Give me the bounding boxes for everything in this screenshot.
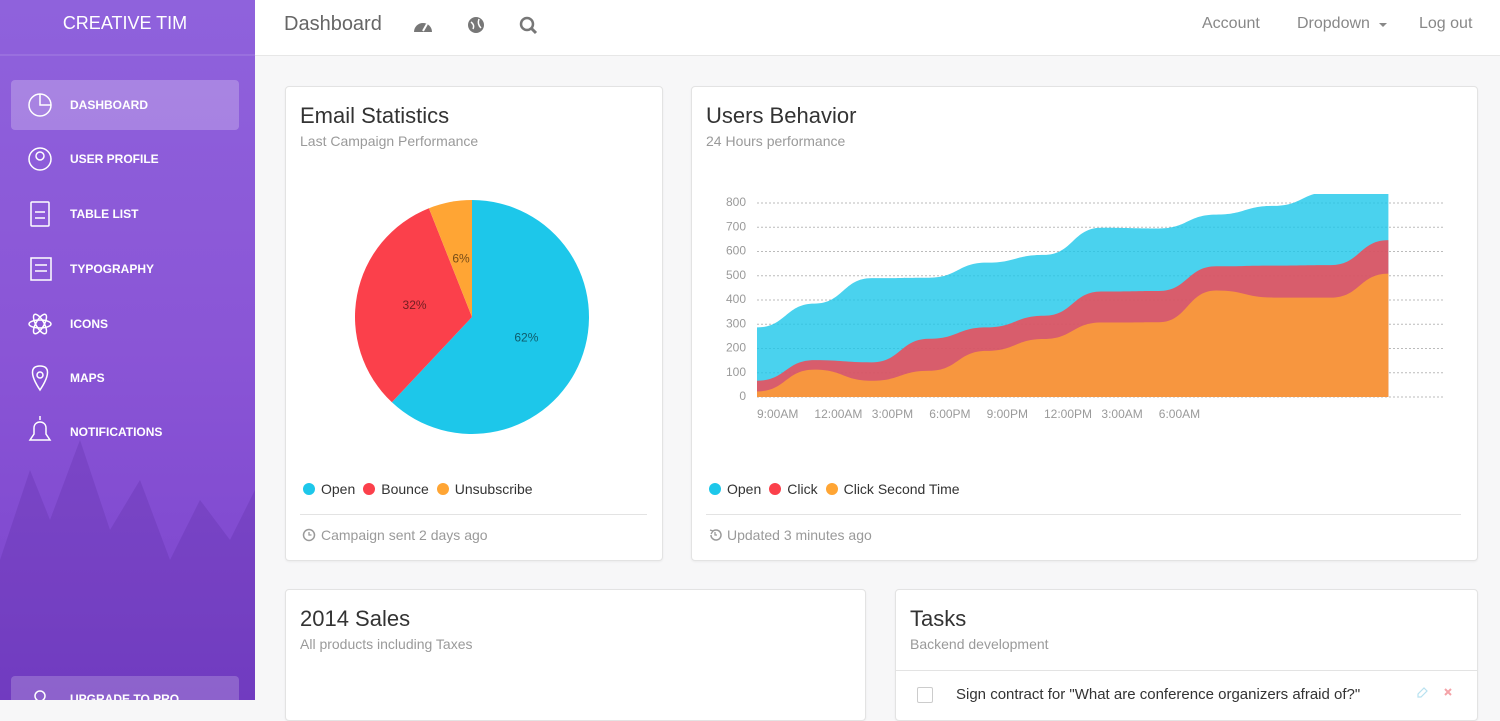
legend-swatch	[303, 483, 315, 495]
slice-label: 6%	[452, 252, 470, 266]
legend: Open Bounce Unsubscribe	[303, 481, 541, 497]
nav-item[interactable]: TABLE LIST	[70, 207, 139, 221]
slice-label: 32%	[403, 298, 427, 312]
slice-label: 62%	[514, 331, 538, 345]
legend-label: Open	[727, 481, 762, 497]
legend-swatch	[769, 483, 782, 495]
task-actions[interactable]	[1416, 686, 1456, 700]
nav-item[interactable]: USER PROFILE	[70, 152, 159, 166]
card-title: Tasks	[910, 606, 967, 631]
card-footer: Updated 3 minutes ago	[727, 527, 872, 543]
nav-link[interactable]: Account	[1202, 15, 1260, 32]
legend-label: Click	[787, 481, 818, 497]
area	[757, 273, 1389, 397]
sidebar: CREATIVE TIM DASHBOARD USER PROFILE TABL…	[0, 0, 255, 700]
caret	[1379, 23, 1387, 27]
nav-link[interactable]: Log out	[1419, 15, 1473, 32]
x-tick-label: 6:00PM	[929, 407, 970, 421]
card-subtitle: Backend development	[910, 636, 1049, 652]
brand[interactable]: CREATIVE TIM	[62, 13, 188, 33]
y-tick-label: 800	[726, 195, 746, 209]
clock-icon	[302, 528, 316, 542]
navbar-title[interactable]: Dashboard	[284, 13, 382, 35]
nav-item[interactable]: TYPOGRAPHY	[70, 262, 155, 276]
y-tick-label: 600	[726, 244, 746, 258]
nav-item[interactable]: NOTIFICATIONS	[70, 425, 163, 439]
x-tick-label: 3:00PM	[872, 407, 913, 421]
pie-slice	[355, 208, 472, 403]
y-tick-label: 200	[726, 341, 746, 355]
x-tick-label: 12:00AM	[814, 407, 862, 421]
card-footer: Campaign sent 2 days ago	[321, 527, 488, 543]
card-title: 2014 Sales	[300, 606, 411, 631]
y-tick-label: 0	[739, 389, 746, 403]
sidebar-decor	[0, 54, 255, 700]
divider	[300, 514, 647, 515]
x-tick-label: 9:00AM	[757, 407, 798, 421]
navbar: Dashboard Account Dropdown Log out	[255, 0, 1500, 56]
nav-link[interactable]: Dropdown	[1297, 15, 1370, 32]
plot-area	[757, 194, 1389, 397]
y-tick-label: 100	[726, 365, 746, 379]
x-tick-label: 6:00AM	[1159, 407, 1200, 421]
legend-label: Open	[321, 481, 356, 497]
navbar-icons[interactable]	[405, 14, 545, 38]
x-tick-label: 12:00PM	[1044, 407, 1092, 421]
x-tick-label: 3:00AM	[1101, 407, 1142, 421]
legend-swatch	[709, 483, 721, 495]
pie-slice	[428, 200, 472, 317]
legend-label: Bounce	[381, 481, 429, 497]
pie-slice	[391, 200, 589, 435]
legend: Open Click Click Second Time	[709, 481, 968, 497]
sales-card: 2014 Sales All products including Taxes	[285, 589, 866, 721]
upgrade-button[interactable]: UPGRADE TO PRO	[70, 692, 180, 700]
card-subtitle: Last Campaign Performance	[300, 133, 479, 149]
legend-swatch	[825, 483, 838, 495]
y-tick-label: 400	[726, 292, 746, 306]
y-tick-label: 500	[726, 268, 746, 282]
card-subtitle: All products including Taxes	[300, 636, 473, 652]
legend-swatch	[436, 483, 449, 495]
nav-item[interactable]: DASHBOARD	[70, 98, 148, 112]
task-text: Sign contract for "What are conference o…	[956, 686, 1361, 703]
card-title: Users Behavior	[706, 103, 857, 128]
y-tick-label: 300	[726, 316, 746, 330]
legend-swatch	[363, 483, 376, 495]
nav-item[interactable]: MAPS	[70, 371, 105, 385]
legend-label: Unsubscribe	[454, 481, 533, 497]
card-title: Email Statistics	[300, 103, 450, 128]
y-tick-label: 700	[726, 219, 746, 233]
history-icon	[709, 529, 722, 541]
divider	[706, 514, 1461, 515]
x-tick-label: 9:00PM	[987, 407, 1028, 421]
charts-layer: 62% 32% 6% 0 100 200 300 400 500 600 700 800 9:00AM 1…	[355, 194, 1445, 435]
divider	[896, 670, 1477, 671]
card-subtitle: 24 Hours performance	[706, 133, 846, 149]
nav-item[interactable]: ICONS	[70, 317, 109, 331]
legend-label: Click Second Time	[843, 481, 960, 497]
